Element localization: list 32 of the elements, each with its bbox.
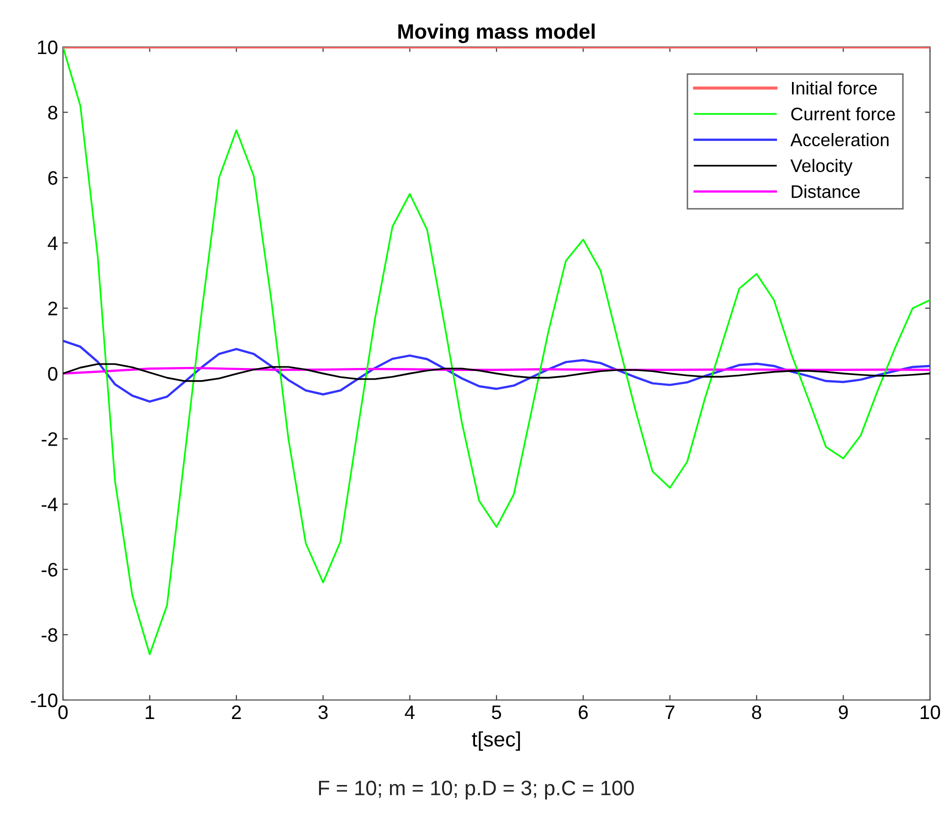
chart-title: Moving mass model [398, 24, 595, 44]
y-tick-label: -8 [42, 628, 58, 642]
x-tick-label: 0 [58, 705, 68, 720]
y-tick-label: 8 [48, 106, 58, 120]
x-tick-label: 9 [838, 705, 848, 720]
x-tick-label: 4 [404, 706, 415, 719]
x-tick-label: 6 [578, 705, 588, 720]
x-tick-label: 8 [752, 705, 762, 720]
y-tick-label: 10 [38, 40, 58, 54]
y-tick-label: -10 [30, 693, 58, 708]
x-tick-label: 2 [232, 705, 241, 719]
x-tick-label: 7 [665, 706, 674, 719]
x-tick-label: 3 [318, 705, 328, 720]
legend-label: Distance [792, 184, 860, 198]
legend-label: Current force [791, 107, 895, 120]
y-tick-label: 0 [48, 366, 58, 381]
y-tick-label: -6 [42, 562, 58, 577]
text: F = 10; m = 10; p.D = 3; p.C = 100 [319, 780, 634, 800]
y-tick-label: 4 [48, 236, 58, 250]
legend-label: Velocity [790, 158, 853, 176]
line-series [63, 340, 930, 403]
legend-label: Initial force [792, 81, 877, 95]
x-tick-label: 10 [920, 705, 940, 720]
x-tick-label: 5 [492, 706, 502, 720]
y-tick-label: -2 [42, 432, 58, 446]
y-tick-label: -4 [42, 498, 58, 512]
legend-label: Acceleration [790, 133, 889, 146]
x-tick-label: 1 [146, 706, 154, 719]
line-series [63, 363, 930, 382]
y-tick-label: 6 [48, 171, 58, 185]
y-tick-label: 2 [48, 302, 58, 316]
x-axis-title: t[sec] [472, 731, 520, 751]
